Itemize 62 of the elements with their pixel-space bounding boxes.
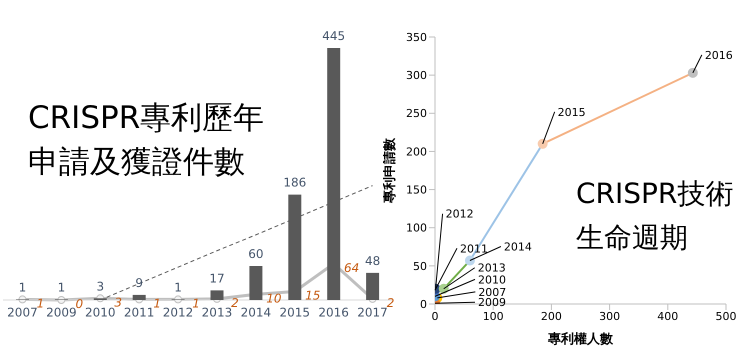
annotation: 2011 xyxy=(460,242,488,256)
data-label: 60 xyxy=(248,247,264,262)
bar xyxy=(366,272,380,300)
x-tick-label: 2010 xyxy=(84,306,116,320)
x-tick-label: 2014 xyxy=(240,306,272,320)
x-axis-title: 專利權人數 xyxy=(547,331,614,347)
data-label: 1 xyxy=(58,280,66,294)
x-tick-label: 2007 xyxy=(7,306,38,320)
annotation: 2007 xyxy=(478,286,506,299)
bar xyxy=(132,294,146,300)
x-tick-label: 2016 xyxy=(318,306,349,320)
x-tick-label: 2013 xyxy=(202,306,232,320)
data-label: 2 xyxy=(386,296,394,310)
annotation: 2014 xyxy=(504,240,532,254)
annotation: 2015 xyxy=(558,106,586,119)
data-label: 445 xyxy=(322,29,346,43)
y-tick-label: 300 xyxy=(406,69,427,82)
data-label: 9 xyxy=(135,276,144,290)
x-tick-label: 2012 xyxy=(162,306,194,320)
data-label: 1 xyxy=(174,280,182,294)
annotation: 2012 xyxy=(446,208,474,221)
x-tick-label: 300 xyxy=(599,310,620,323)
point xyxy=(464,256,475,266)
data-label: 15 xyxy=(305,288,320,303)
x-tick-label: 2009 xyxy=(46,306,77,320)
bar xyxy=(249,266,262,300)
data-label: 1 xyxy=(192,296,200,310)
x-tick-label: 200 xyxy=(540,310,562,323)
data-label: 2 xyxy=(231,296,239,310)
y-tick-label: 150 xyxy=(406,183,427,196)
text: CRISPR技術生命週期 xyxy=(576,176,734,256)
data-label: 3 xyxy=(114,295,122,310)
y-tick-label: 250 xyxy=(406,107,427,120)
x-tick-label: 2017 xyxy=(357,306,388,320)
x-tick-label: 100 xyxy=(482,310,504,323)
point xyxy=(538,138,548,149)
data-label: 17 xyxy=(209,271,225,286)
text: CRISPR專利歷年申請及獲證件數 xyxy=(28,99,266,182)
data-label: 64 xyxy=(344,260,360,275)
x-tick-label: 0 xyxy=(432,310,438,323)
y-tick-label: 50 xyxy=(413,260,427,273)
data-label: 0 xyxy=(76,297,84,311)
data-label: 3 xyxy=(96,279,104,294)
y-tick-label: 200 xyxy=(406,145,427,158)
data-label: 1 xyxy=(36,296,44,310)
bar xyxy=(210,290,224,300)
data-label: 1 xyxy=(153,296,161,310)
annotation: 2016 xyxy=(704,48,733,62)
x-tick-label: 2011 xyxy=(124,306,154,320)
x-tick-label: 400 xyxy=(657,310,678,323)
data-label: 186 xyxy=(283,176,306,190)
x-tick-label: 2015 xyxy=(279,306,310,320)
y-tick-label: 350 xyxy=(406,30,427,44)
point xyxy=(688,68,698,78)
data-label: 1 xyxy=(18,280,26,294)
annotation: 2009 xyxy=(478,296,506,310)
y-tick-label: 100 xyxy=(406,222,427,235)
annotation: 2010 xyxy=(478,273,506,286)
data-label: 10 xyxy=(266,291,282,306)
annotation: 2013 xyxy=(478,262,506,275)
data-label: 48 xyxy=(364,254,380,268)
x-tick-label: 500 xyxy=(716,310,736,323)
